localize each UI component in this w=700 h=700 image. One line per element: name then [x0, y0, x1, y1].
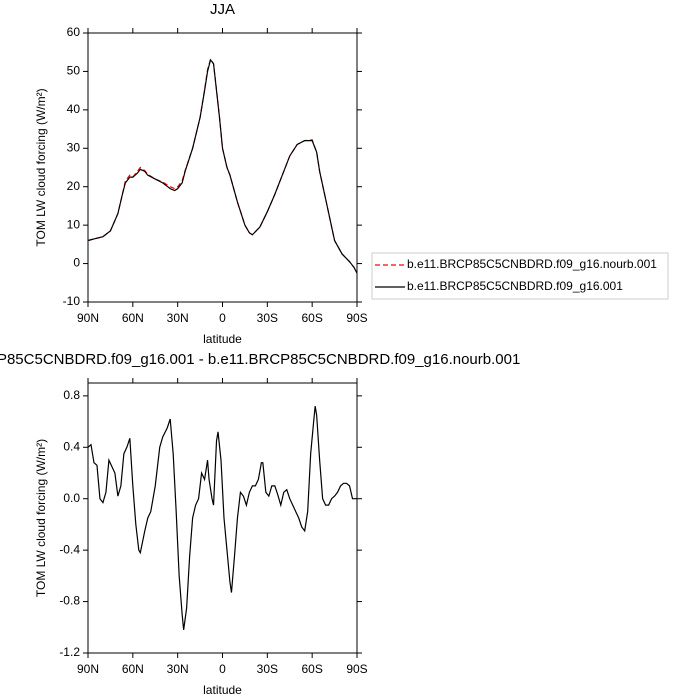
y-tick-label: 50 — [67, 64, 81, 78]
x-axis-label: latitude — [203, 332, 242, 346]
chart-title: JJA — [210, 1, 235, 18]
x-tick-label: 0 — [219, 662, 226, 676]
x-tick-label: 60S — [301, 311, 322, 325]
y-axis-label: TOM LW cloud forcing (W/m²) — [34, 439, 48, 597]
y-tick-label: -0.4 — [59, 542, 80, 556]
x-tick-label: 60N — [122, 662, 144, 676]
legend-label: b.e11.BRCP85C5CNBDRD.f09_g16.001 — [407, 279, 623, 293]
chart-title: b.e11.BRCP85C5CNBDRD.f09_g16.001 - b.e11… — [0, 351, 520, 368]
y-tick-label: 40 — [67, 102, 81, 116]
y-tick-label: -0.8 — [59, 594, 80, 608]
y-axis-label: TOM LW cloud forcing (W/m²) — [34, 88, 48, 246]
y-tick-label: 0.4 — [63, 439, 80, 453]
x-tick-label: 30N — [167, 662, 189, 676]
series-line — [87, 57, 358, 274]
y-tick-label: 30 — [67, 140, 81, 154]
plot-frame — [87, 32, 358, 303]
y-tick-label: -10 — [63, 294, 81, 308]
legend: b.e11.BRCP85C5CNBDRD.f09_g16.nourb.001 b.… — [371, 252, 669, 300]
x-tick-label: 30S — [257, 311, 278, 325]
y-tick-label: -1.2 — [59, 645, 80, 659]
x-tick-label: 90S — [346, 662, 367, 676]
x-axis-label: latitude — [203, 683, 242, 697]
series-line — [87, 406, 357, 630]
y-tick-label: 20 — [67, 179, 81, 193]
legend-label: b.e11.BRCP85C5CNBDRD.f09_g16.nourb.001 — [407, 257, 657, 271]
legend-box — [371, 252, 669, 300]
y-tick-label: 0.0 — [63, 491, 80, 505]
plot: b.e11.BRCP85C5CNBDRD.f09_g16.001 - b.e11… — [0, 351, 520, 697]
x-tick-label: 90N — [77, 662, 99, 676]
x-tick-label: 60S — [301, 662, 322, 676]
x-tick-label: 0 — [219, 311, 226, 325]
x-tick-label: 30S — [257, 662, 278, 676]
x-tick-label: 60N — [122, 311, 144, 325]
plot: JJA latitude TOM LW cloud forcing (W/m²) -1… — [34, 1, 368, 346]
y-tick-label: 60 — [67, 25, 81, 39]
x-tick-label: 90S — [346, 311, 367, 325]
x-tick-label: 90N — [77, 311, 99, 325]
y-tick-label: 10 — [67, 217, 81, 231]
y-tick-label: 0 — [73, 256, 80, 270]
y-tick-label: 0.8 — [63, 388, 80, 402]
x-tick-label: 30N — [167, 311, 189, 325]
series-line — [87, 58, 358, 274]
